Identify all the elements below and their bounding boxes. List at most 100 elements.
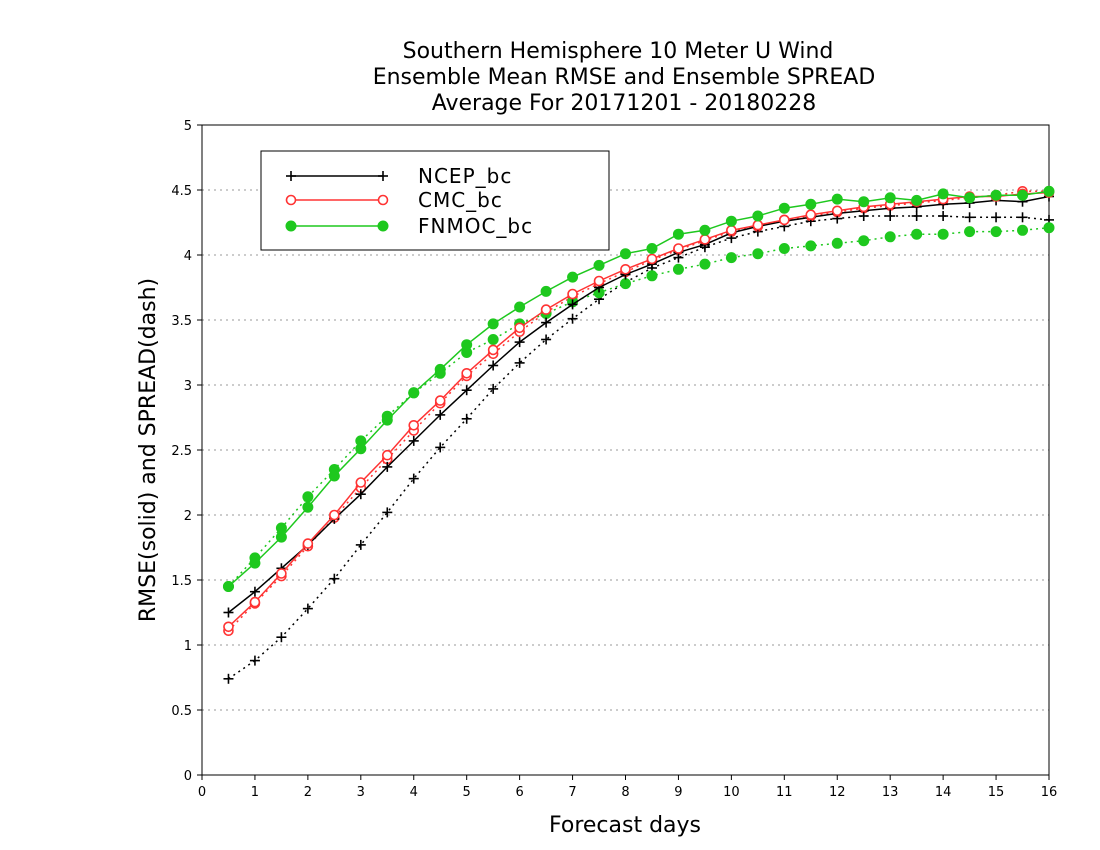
legend-marker (286, 171, 296, 181)
x-tick-label: 10 (723, 785, 740, 800)
legend-item-NCEP_bc: NCEP_bc (286, 164, 511, 188)
NCEP_bc-rmse-point (223, 607, 234, 618)
CMC_bc-rmse-point (699, 234, 711, 245)
x-axis-title: Forecast days (549, 813, 701, 838)
y-tick-label: 1 (184, 639, 192, 654)
FNMOC_bc-rmse-point (646, 243, 658, 254)
CMC_bc-rmse-point (408, 419, 420, 431)
CMC_bc-rmse-point (329, 509, 340, 521)
FNMOC_bc-rmse-line (228, 190, 1050, 588)
FNMOC_bc-rmse-point (355, 443, 367, 455)
CMC_bc-rmse-point (223, 621, 234, 633)
CMC_bc-rmse-point (249, 596, 261, 608)
CMC_bc-rmse-point (276, 568, 287, 579)
CMC_bc-spread-line (227, 190, 1049, 632)
CMC_bc-rmse-point (434, 395, 446, 406)
NCEP_bc-spread-point (276, 632, 287, 643)
FNMOC_bc-spread-point (725, 252, 737, 264)
y-tick-label: 3 (184, 379, 192, 394)
FNMOC_bc-rmse-point (831, 193, 843, 205)
x-tick-label: 6 (515, 785, 523, 800)
NCEP_bc-spread-point (249, 655, 260, 666)
FNMOC_bc-rmse-point (514, 301, 526, 313)
y-tick-label: 0 (184, 769, 192, 784)
legend-label: FNMOC_bc (418, 214, 533, 238)
FNMOC_bc-spread (222, 222, 1055, 592)
NCEP_bc-rmse-point (249, 586, 260, 597)
legend-item-CMC_bc: CMC_bc (285, 188, 502, 212)
y-tick-label: 5 (184, 119, 192, 134)
CMC_bc-rmse-point (726, 225, 737, 236)
x-tick-label: 13 (882, 785, 899, 800)
NCEP_bc-rmse-point (488, 360, 499, 371)
x-tick-label: 15 (988, 785, 1005, 800)
NCEP_bc-spread-point (355, 539, 366, 550)
FNMOC_bc-spread-point (646, 270, 658, 282)
FNMOC_bc-rmse-point (884, 192, 896, 204)
x-tick-label: 12 (829, 785, 846, 800)
FNMOC_bc-rmse-point (249, 557, 261, 569)
NCEP_bc-rmse-point (408, 435, 419, 446)
CMC_bc-rmse-point (355, 477, 367, 488)
CMC_bc-rmse-point (673, 243, 684, 254)
FNMOC_bc-rmse-point (222, 581, 234, 592)
NCEP_bc-spread-point (911, 211, 922, 221)
CMC_bc-rmse-point (779, 214, 790, 226)
FNMOC_bc-rmse-point (937, 188, 949, 200)
y-axis-title: RMSE(solid) and SPREAD(dash) (136, 278, 161, 622)
FNMOC_bc-spread-line (227, 226, 1050, 588)
x-tick-label: 16 (1041, 785, 1058, 800)
NCEP_bc-spread-point (223, 673, 234, 684)
CMC_bc-rmse-point (487, 344, 499, 356)
x-tick-label: 3 (357, 785, 365, 800)
FNMOC_bc-rmse-point (408, 387, 420, 399)
FNMOC_bc-rmse-point (381, 414, 393, 426)
FNMOC_bc-rmse-point (434, 363, 446, 375)
NCEP_bc-spread (223, 211, 1054, 684)
FNMOC_bc-rmse-point (567, 271, 579, 283)
CMC_bc-rmse-point (540, 304, 552, 315)
NCEP_bc-rmse-point (541, 317, 552, 328)
y-tick-label: 2 (184, 509, 192, 524)
x-tick-label: 11 (776, 785, 793, 800)
NCEP_bc-spread-point (514, 357, 525, 368)
series-layer (222, 185, 1055, 684)
FNMOC_bc-spread-point (620, 278, 631, 290)
FNMOC_bc-rmse-point (672, 228, 684, 240)
FNMOC_bc-rmse-point (275, 531, 287, 543)
CMC_bc-spread (223, 186, 1055, 637)
NCEP_bc-rmse-point (355, 489, 366, 500)
x-tick-label: 8 (621, 785, 629, 800)
x-tick-label: 1 (251, 785, 259, 800)
FNMOC_bc-spread-point (805, 240, 817, 252)
title-line-3: Average For 20171201 - 20180228 (432, 91, 817, 116)
FNMOC_bc-spread-point (778, 243, 790, 254)
y-tick-label: 2.5 (171, 444, 192, 459)
FNMOC_bc-rmse (222, 185, 1055, 592)
NCEP_bc-spread-point (408, 473, 419, 484)
NCEP_bc-spread-point (461, 413, 472, 424)
NCEP_bc-spread-point (541, 334, 552, 345)
x-tick-label: 5 (463, 785, 471, 800)
NCEP_bc-rmse-point (435, 409, 446, 420)
FNMOC_bc-spread-point (487, 334, 499, 345)
axis-ticks: 00.511.522.533.544.550 1 2 3 4 5 6 7 8 9 10 11 12 13 1… (171, 119, 1057, 800)
FNMOC_bc-rmse-point (540, 285, 552, 297)
FNMOC_bc-spread-point (858, 235, 870, 247)
legend-marker (285, 220, 297, 232)
FNMOC_bc-rmse-point (964, 192, 976, 204)
FNMOC_bc-rmse-point (990, 189, 1002, 201)
FNMOC_bc-rmse-point (778, 202, 790, 214)
title-line-2: Ensemble Mean RMSE and Ensemble SPREAD (373, 65, 876, 90)
FNMOC_bc-spread-point (990, 226, 1002, 238)
legend-marker (377, 194, 389, 206)
FNMOC_bc-rmse-point (805, 198, 817, 210)
FNMOC_bc-spread-point (672, 263, 684, 275)
NCEP_bc-spread-point (488, 383, 499, 394)
legend-item-FNMOC_bc: FNMOC_bc (285, 214, 533, 238)
FNMOC_bc-rmse-point (911, 194, 923, 206)
x-tick-label: 0 (198, 785, 206, 800)
FNMOC_bc-spread-point (937, 228, 949, 240)
FNMOC_bc-spread-point (964, 226, 976, 238)
CMC_bc-rmse-point (593, 275, 605, 287)
